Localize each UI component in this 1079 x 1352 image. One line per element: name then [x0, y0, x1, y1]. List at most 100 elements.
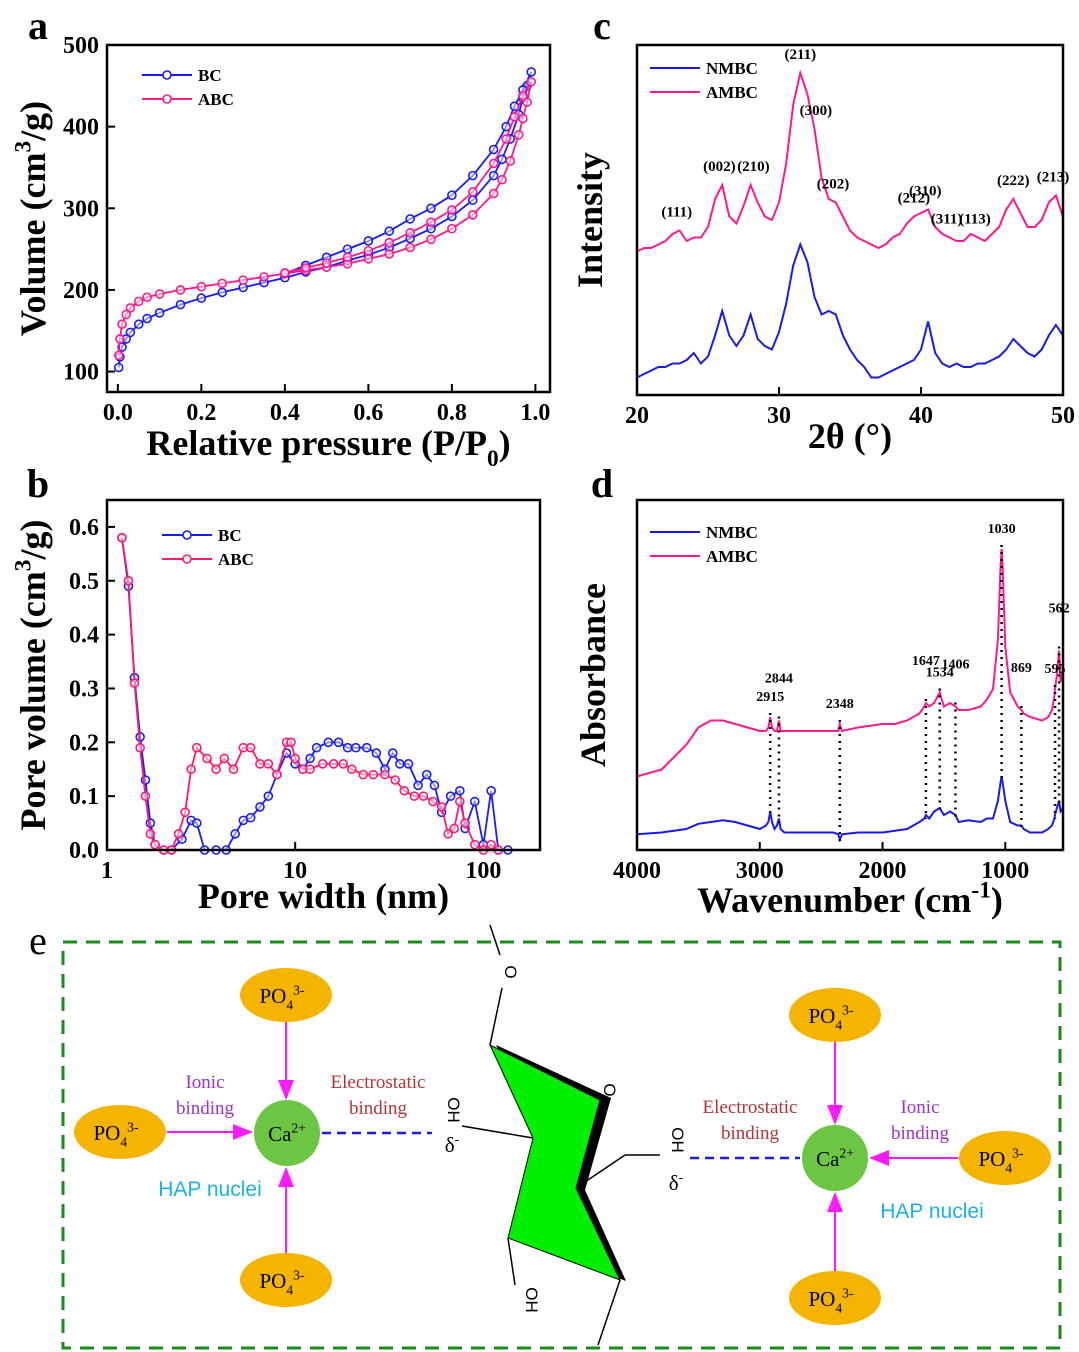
data-point: [142, 292, 152, 303]
data-point: [467, 210, 478, 220]
x-axis-title: Wavenumber (cm-1): [697, 878, 1003, 920]
legend-label: NMBC: [706, 59, 758, 78]
data-point: [117, 319, 127, 330]
series-line: [117, 71, 533, 368]
script-text: 3: [11, 560, 37, 572]
data-point: [460, 818, 470, 828]
peak-label: (310): [909, 184, 942, 200]
legend-marker: [182, 554, 192, 564]
peak-label: 595: [1045, 662, 1066, 677]
x-tick-label: 3000: [736, 858, 784, 884]
label-text: Ca: [816, 1147, 840, 1171]
data-point: [405, 242, 415, 253]
data-point: [140, 791, 151, 801]
data-point: [399, 785, 410, 796]
phosphate-label: PO43-: [259, 1268, 305, 1298]
y-tick-label: 0.0: [69, 838, 99, 864]
phosphate-ion: [789, 1271, 881, 1325]
data-point: [290, 753, 300, 764]
x-tick-label: 0.8: [437, 400, 467, 426]
script-text: 3-: [842, 1003, 854, 1018]
data-point: [263, 791, 274, 801]
legend-label: AMBC: [706, 83, 758, 102]
bond: [489, 987, 503, 1046]
peak-label: 1406: [941, 658, 969, 673]
y-tick-label: 200: [63, 278, 99, 304]
bond: [489, 924, 501, 956]
panel-label: a: [28, 3, 48, 48]
plot-frame: [105, 43, 552, 394]
data-point: [428, 796, 438, 807]
x-tick-label: 0.4: [270, 400, 300, 426]
plot-frame: [105, 498, 542, 852]
data-point: [426, 203, 436, 214]
data-point: [436, 802, 447, 812]
series-line: [636, 241, 1064, 379]
data-point: [384, 237, 395, 248]
bond: [461, 1125, 534, 1139]
data-point: [145, 818, 156, 828]
nuclei-label: HAP nuclei: [880, 1200, 984, 1223]
peak-label: (211): [784, 47, 816, 63]
y-tick-label: 400: [63, 115, 99, 141]
phosphate-label: PO43-: [93, 1120, 139, 1150]
label-text: Wavenumber (cm: [697, 880, 971, 920]
data-point: [342, 252, 353, 263]
data-point: [518, 113, 528, 124]
data-point: [135, 742, 145, 753]
data-point: [230, 829, 240, 839]
data-point: [426, 234, 436, 245]
dashed-frame: [61, 940, 1062, 1350]
data-point: [513, 130, 524, 140]
peak-label: (111): [661, 205, 692, 221]
data-point: [121, 309, 132, 320]
x-tick-label: 1: [101, 858, 113, 884]
phosphate-label: PO43-: [808, 1003, 854, 1033]
peak-label: 2348: [826, 697, 854, 712]
y-axis-title: Volume (cm3/g): [11, 101, 53, 336]
label-text: Volume (cm: [13, 153, 53, 337]
series-line: [636, 548, 1064, 778]
data-point: [358, 769, 369, 780]
x-tick-label: 20: [625, 403, 649, 429]
label-text: 2θ (°): [808, 416, 892, 456]
data-point: [342, 244, 353, 254]
data-point: [497, 154, 507, 165]
y-axis-title: Absorbance: [573, 583, 613, 767]
peak-label: (311): [931, 212, 963, 228]
data-point: [380, 769, 390, 780]
data-point: [455, 796, 465, 807]
data-point: [505, 156, 516, 166]
data-point: [526, 76, 537, 87]
data-point: [280, 267, 290, 278]
phosphate-label: PO43-: [808, 1286, 854, 1316]
data-point: [509, 112, 520, 122]
calcium-label: Ca2+: [268, 1121, 306, 1146]
data-point: [272, 769, 282, 780]
data-point: [421, 769, 432, 780]
panel-label: c: [593, 3, 611, 48]
data-point: [196, 281, 207, 292]
x-tick-label: 0.0: [103, 400, 133, 426]
script-text: 4: [286, 1282, 293, 1297]
calcium-ion: [254, 1100, 320, 1166]
data-point: [154, 308, 165, 318]
data-point: [518, 90, 528, 101]
panel-label: e: [29, 918, 47, 963]
data-point: [429, 780, 440, 791]
phosphate-label: PO43-: [978, 1146, 1024, 1176]
x-tick-label: 100: [465, 858, 501, 884]
data-point: [286, 737, 296, 748]
data-point: [488, 188, 499, 199]
label-text: PO: [259, 984, 286, 1008]
panel-label: b: [27, 461, 49, 506]
label-text: PO: [808, 1004, 835, 1028]
y-tick-label: 0.1: [69, 784, 99, 810]
y-axis-title: Intensity: [570, 152, 610, 288]
ionic-label: Ionic: [185, 1072, 224, 1093]
data-point: [113, 350, 124, 361]
chart-panel: c 20 30 40 50 2θ (°) Intensity NMBC AMBC (111) (00…: [570, 3, 1075, 456]
bond: [507, 1237, 516, 1286]
